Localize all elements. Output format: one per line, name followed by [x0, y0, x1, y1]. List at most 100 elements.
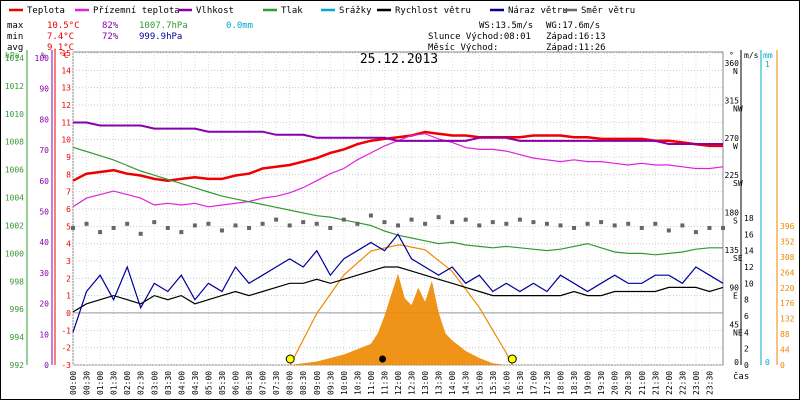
- stats-avg-temp: 9.1°C: [47, 43, 74, 53]
- wind-direction-point: [396, 223, 400, 228]
- pressure-tick-label: 1004: [5, 194, 24, 203]
- x-tick-label: 22:00: [665, 371, 674, 395]
- x-tick-label: 16:30: [516, 371, 525, 395]
- sunset-marker: [507, 354, 517, 364]
- x-tick-label: 00:00: [69, 371, 78, 395]
- direction-tick-letter: NW: [733, 104, 743, 113]
- temperature-tick-label: 9: [66, 153, 71, 162]
- x-tick-label: 20:30: [624, 371, 633, 395]
- temperature-tick-label: 14: [61, 66, 71, 75]
- radiation-tick-label: 132: [780, 315, 795, 324]
- pressure-tick-label: 1000: [5, 249, 24, 258]
- stats-moonrise: Měsíc Východ:: [428, 43, 498, 53]
- x-tick-label: 14:30: [462, 371, 471, 395]
- pressure-tick-label: 992: [10, 361, 25, 370]
- temperature-tick-label: 6: [66, 205, 71, 214]
- temperature-tick-label: 2: [66, 274, 71, 283]
- series-line-rychlost-větru: [72, 266, 724, 313]
- radiation-tick-label: 220: [780, 284, 795, 293]
- temperature-tick-label: -1: [61, 326, 71, 335]
- series-line-náraz-větru: [72, 233, 724, 333]
- wind-direction-point: [490, 220, 495, 225]
- windspeed-tick-label: 10: [744, 279, 754, 288]
- humidity-tick-label: 100: [35, 54, 50, 63]
- wind-direction-point: [450, 220, 455, 225]
- x-tick-label: 12:30: [408, 371, 417, 395]
- x-tick-label: 16:00: [502, 371, 511, 395]
- pressure-tick-label: 1008: [5, 138, 24, 147]
- legend-label: Směr větru: [581, 6, 635, 16]
- x-tick-label: 06:00: [232, 371, 241, 395]
- wind-direction-point: [314, 221, 319, 226]
- x-tick-label: 11:00: [367, 371, 376, 395]
- direction-tick-letter: SE: [733, 254, 743, 263]
- x-tick-label: 02:00: [123, 371, 132, 395]
- humidity-tick-label: 80: [39, 115, 49, 124]
- rain-tick-label: 1: [765, 60, 770, 69]
- stats-sunrise: Slunce Východ:08:01: [428, 32, 531, 42]
- radiation-tick-label: 0: [780, 361, 785, 370]
- radiation-tick-label: 264: [780, 268, 795, 277]
- x-axis-label: čas: [733, 371, 749, 382]
- direction-tick-label: 45: [729, 321, 739, 330]
- wind-direction-point: [517, 217, 522, 222]
- x-tick-label: 02:30: [137, 371, 146, 395]
- wind-direction-point: [423, 221, 428, 226]
- x-tick-label: 22:30: [678, 371, 687, 395]
- x-tick-label: 03:30: [164, 371, 173, 395]
- temperature-tick-label: 5: [66, 222, 71, 231]
- windspeed-tick-label: 16: [744, 230, 754, 239]
- wind-direction-point: [626, 221, 631, 226]
- x-tick-label: 15:00: [475, 371, 484, 395]
- moonset-marker: [379, 355, 387, 363]
- humidity-tick-label: 10: [39, 330, 49, 339]
- x-tick-label: 00:30: [83, 371, 92, 395]
- x-tick-label: 18:00: [557, 371, 566, 395]
- radiation-tick-label: 88: [780, 330, 790, 339]
- humidity-tick-label: 60: [39, 177, 49, 186]
- wind-direction-point: [341, 217, 346, 222]
- direction-tick-letter: E: [733, 291, 738, 300]
- direction-tick-letter: N: [733, 67, 738, 76]
- pressure-tick-label: 1006: [5, 166, 24, 175]
- wind-direction-point: [585, 221, 590, 226]
- direction-tick-label: 180: [725, 209, 740, 218]
- wind-direction-point: [98, 230, 103, 235]
- plot-area: [71, 121, 725, 366]
- wind-direction-point: [558, 223, 563, 228]
- temperature-tick-label: 15: [61, 49, 71, 58]
- x-tick-label: 01:00: [96, 371, 105, 395]
- direction-tick-label: 315: [725, 96, 740, 105]
- x-tick-label: 07:30: [272, 371, 281, 395]
- pressure-tick-label: 996: [10, 305, 25, 314]
- humidity-tick-label: 90: [39, 85, 49, 94]
- radiation-tick-label: 352: [780, 237, 795, 246]
- radiation-tick-label: 308: [780, 253, 795, 262]
- stats-max-hum: 82%: [102, 21, 119, 31]
- stats-min-label: min: [7, 32, 23, 42]
- wind-direction-point: [71, 225, 75, 230]
- pressure-tick-label: 1012: [5, 82, 24, 91]
- wind-direction-point: [653, 221, 658, 226]
- stats-moonset: Západ:11:26: [546, 43, 606, 53]
- temperature-tick-label: 10: [61, 136, 71, 145]
- wind-direction-point: [111, 225, 116, 230]
- temperature-tick-label: 4: [66, 240, 71, 249]
- x-tick-label: 08:00: [286, 371, 295, 395]
- series-line-vlhkost: [73, 121, 723, 145]
- radiation-tick-label: 176: [780, 299, 795, 308]
- wind-direction-point: [125, 221, 130, 226]
- x-tick-label: 17:00: [529, 371, 538, 395]
- wind-direction-point: [531, 220, 536, 225]
- legend-label: Náraz větru: [508, 6, 568, 16]
- windspeed-tick-label: 2: [744, 345, 749, 354]
- x-tick-label: 05:30: [218, 371, 227, 395]
- direction-tick-label: 360: [725, 59, 740, 68]
- wind-direction-point: [274, 217, 279, 222]
- direction-tick-label: 135: [725, 246, 740, 255]
- radiation-tick-label: 396: [780, 222, 795, 231]
- rain-tick-label: 0: [765, 358, 770, 367]
- wind-direction-point: [179, 230, 184, 235]
- temperature-tick-label: 7: [66, 188, 71, 197]
